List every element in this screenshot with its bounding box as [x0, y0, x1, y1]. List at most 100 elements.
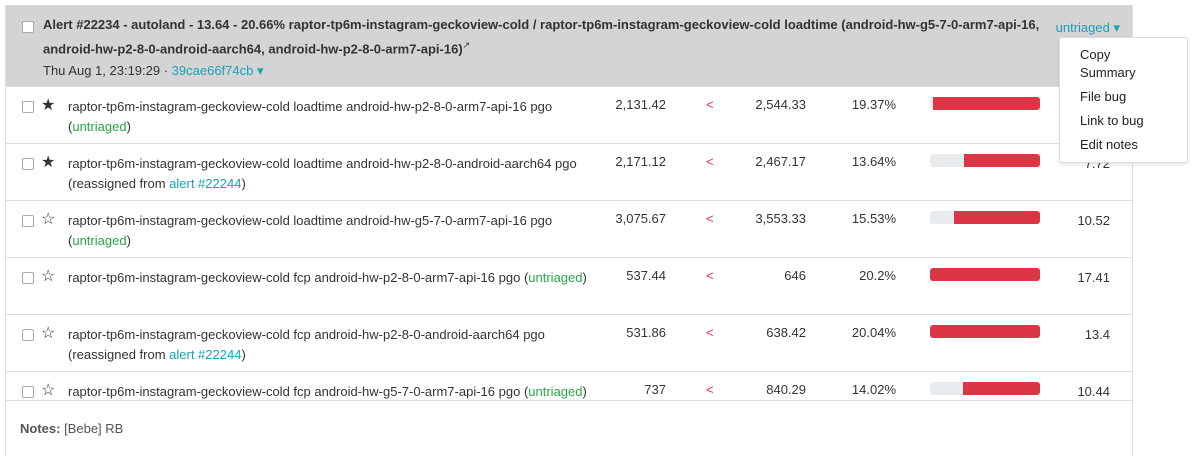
menu-copy-summary[interactable]: Copy Summary [1080, 47, 1136, 80]
notes-text: [Bebe] RB [64, 421, 124, 436]
alert-title-text: Alert #22234 - autoland - 13.64 - 20.66%… [43, 17, 1040, 57]
new-value: 646 [784, 268, 806, 283]
new-value: 840.29 [766, 382, 806, 397]
menu-file-bug[interactable]: File bug [1080, 89, 1127, 104]
row-status[interactable]: untriaged [72, 119, 127, 134]
magnitude-bar-fill [930, 325, 1040, 338]
table-row: ★ raptor-tp6m-instagram-geckoview-cold l… [6, 143, 1132, 201]
previous-value: 531.86 [626, 325, 666, 340]
alert-date: Thu Aug 1, 23:19:29 · [43, 63, 169, 79]
row-note-post: ) [126, 233, 131, 248]
magnitude-bar-fill [933, 97, 1040, 110]
confidence: 10.44 [1077, 384, 1110, 399]
percent-change: 20.04% [851, 325, 896, 340]
star-icon[interactable]: ☆ [41, 382, 56, 399]
external-link-icon[interactable]: ↗ [462, 40, 471, 50]
row-note-pre: (reassigned from [68, 176, 170, 191]
table-row: ★ raptor-tp6m-instagram-geckoview-cold l… [6, 86, 1132, 144]
table-row: ☆ raptor-tp6m-instagram-geckoview-cold f… [6, 314, 1132, 372]
row-note-post: ) [582, 384, 587, 399]
new-value: 3,553.33 [755, 211, 806, 226]
star-icon[interactable]: ★ [41, 97, 56, 114]
row-checkbox[interactable] [22, 158, 34, 170]
table-row: ☆ raptor-tp6m-instagram-geckoview-cold f… [6, 257, 1132, 315]
row-status[interactable]: untriaged [72, 233, 127, 248]
row-note-post: ) [126, 119, 131, 134]
row-note-post: ) [582, 270, 587, 285]
row-status[interactable]: untriaged [528, 384, 583, 399]
row-description: raptor-tp6m-instagram-geckoview-cold fcp… [68, 325, 588, 365]
magnitude-bar-fill [964, 154, 1040, 167]
previous-value: 537.44 [626, 268, 666, 283]
star-icon[interactable]: ☆ [41, 268, 56, 285]
test-name[interactable]: raptor-tp6m-instagram-geckoview-cold fcp… [68, 384, 521, 399]
notes-label: Notes: [20, 421, 61, 436]
star-icon[interactable]: ★ [41, 154, 56, 171]
percent-change: 15.53% [851, 211, 896, 226]
comparison: < [706, 154, 714, 169]
row-description: raptor-tp6m-instagram-geckoview-cold fcp… [68, 268, 588, 288]
new-value: 2,467.17 [755, 154, 806, 169]
row-checkbox[interactable] [22, 386, 34, 398]
row-note-pre: (reassigned from [68, 347, 170, 362]
magnitude-bar [930, 325, 1040, 338]
comparison: < [706, 382, 714, 397]
row-description: raptor-tp6m-instagram-geckoview-cold loa… [68, 97, 588, 137]
confidence: 10.52 [1077, 213, 1110, 228]
status-dropdown[interactable]: untriaged ▾ [1055, 20, 1120, 35]
test-name[interactable]: raptor-tp6m-instagram-geckoview-cold loa… [68, 213, 553, 228]
alert-header: Alert #22234 - autoland - 13.64 - 20.66%… [6, 6, 1132, 86]
alert-link[interactable]: alert #22244 [169, 347, 242, 362]
test-name[interactable]: raptor-tp6m-instagram-geckoview-cold loa… [68, 156, 577, 171]
row-description: raptor-tp6m-instagram-geckoview-cold loa… [68, 211, 588, 251]
row-checkbox[interactable] [22, 272, 34, 284]
magnitude-bar-fill [963, 382, 1040, 395]
comparison: < [706, 211, 714, 226]
row-note-pre: ( [523, 384, 529, 399]
row-checkbox[interactable] [22, 329, 34, 341]
previous-value: 3,075.67 [615, 211, 666, 226]
alert-card: Alert #22234 - autoland - 13.64 - 20.66%… [5, 5, 1133, 456]
row-note-post: ) [241, 176, 246, 191]
row-note-pre: ( [68, 119, 73, 134]
confidence: 13.4 [1084, 327, 1110, 342]
row-note-pre: ( [68, 233, 73, 248]
test-name[interactable]: raptor-tp6m-instagram-geckoview-cold loa… [68, 99, 553, 114]
percent-change: 13.64% [851, 154, 896, 169]
test-name[interactable]: raptor-tp6m-instagram-geckoview-cold fcp… [68, 327, 545, 342]
magnitude-bar-fill [930, 268, 1040, 281]
row-description: raptor-tp6m-instagram-geckoview-cold fcp… [68, 382, 588, 401]
star-icon[interactable]: ☆ [41, 325, 56, 342]
row-description: raptor-tp6m-instagram-geckoview-cold loa… [68, 154, 588, 194]
revision-link[interactable]: 39cae66f74cb ▾ [171, 63, 264, 79]
magnitude-bar [930, 97, 1040, 110]
alert-title[interactable]: Alert #22234 - autoland - 13.64 - 20.66%… [43, 15, 1043, 59]
magnitude-bar [930, 382, 1040, 395]
comparison: < [706, 97, 714, 112]
percent-change: 20.2% [859, 268, 896, 283]
test-name[interactable]: raptor-tp6m-instagram-geckoview-cold fcp… [68, 270, 521, 285]
previous-value: 2,131.42 [615, 97, 666, 112]
row-checkbox[interactable] [22, 215, 34, 227]
row-checkbox[interactable] [22, 101, 34, 113]
percent-change: 14.02% [851, 382, 896, 397]
row-status[interactable]: untriaged [528, 270, 583, 285]
magnitude-bar-fill [954, 211, 1040, 224]
new-value: 638.42 [766, 325, 806, 340]
row-note-pre: ( [523, 270, 529, 285]
new-value: 2,544.33 [755, 97, 806, 112]
alert-meta: Thu Aug 1, 23:19:29 · 39cae66f74cb ▾ [43, 62, 1132, 80]
alert-link[interactable]: alert #22244 [169, 176, 242, 191]
menu-edit-notes[interactable]: Edit notes [1080, 137, 1138, 152]
star-icon[interactable]: ☆ [41, 211, 56, 228]
notes: Notes: [Bebe] RB [6, 400, 1132, 456]
confidence: 17.41 [1077, 270, 1110, 285]
previous-value: 737 [644, 382, 666, 397]
row-note-post: ) [241, 347, 246, 362]
menu-link-to-bug[interactable]: Link to bug [1080, 113, 1144, 128]
comparison: < [706, 268, 714, 283]
alert-checkbox[interactable] [22, 21, 34, 33]
table-row: ☆ raptor-tp6m-instagram-geckoview-cold l… [6, 200, 1132, 258]
status-menu: Copy Summary File bug Link to bug Edit n… [1059, 37, 1188, 163]
previous-value: 2,171.12 [615, 154, 666, 169]
